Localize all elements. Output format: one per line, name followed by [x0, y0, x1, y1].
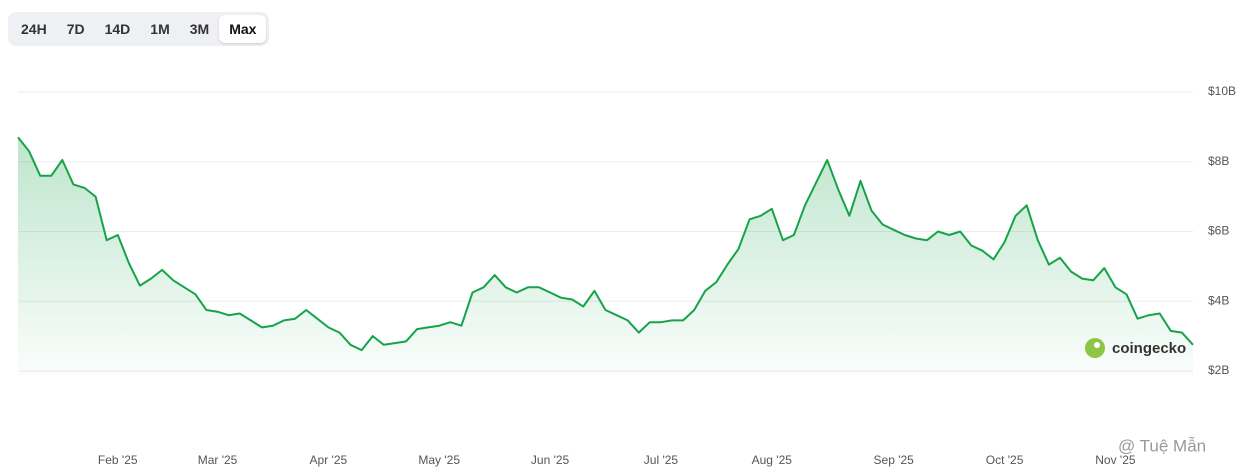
price-line [17, 136, 1194, 352]
x-tick-label: Oct '25 [986, 453, 1024, 467]
range-selector: 24H 7D 14D 1M 3M Max [8, 12, 270, 46]
range-button[interactable]: 24H [11, 15, 57, 43]
range-button[interactable]: Max [219, 15, 267, 43]
range-button[interactable]: 3M [180, 15, 219, 43]
range-button[interactable]: 14D [95, 15, 141, 43]
range-button[interactable]: 7D [57, 15, 95, 43]
y-tick-label: $4B [1208, 293, 1229, 307]
y-tick-label: $6B [1208, 224, 1229, 238]
x-tick-label: Apr '25 [310, 453, 348, 467]
logo-eye [1094, 342, 1100, 348]
x-tick-label: Nov '25 [1095, 453, 1136, 467]
x-tick-label: Feb '25 [98, 453, 138, 467]
y-tick-label: $8B [1208, 154, 1229, 168]
x-tick-label: Jun '25 [531, 453, 570, 467]
x-tick-label: Mar '25 [198, 453, 238, 467]
y-tick-label: $2B [1208, 363, 1229, 377]
watermark: coingecko [1112, 340, 1186, 357]
x-tick-label: Jul '25 [644, 453, 679, 467]
area-fill [18, 137, 1193, 375]
watermark: @ Tuệ Mẫn [1118, 436, 1206, 455]
x-tick-label: Sep '25 [874, 453, 915, 467]
range-button[interactable]: 1M [140, 15, 179, 43]
x-tick-label: May '25 [418, 453, 460, 467]
logo [1085, 338, 1105, 358]
x-tick-label: Aug '25 [752, 453, 793, 467]
y-tick-label: $10B [1208, 84, 1236, 98]
